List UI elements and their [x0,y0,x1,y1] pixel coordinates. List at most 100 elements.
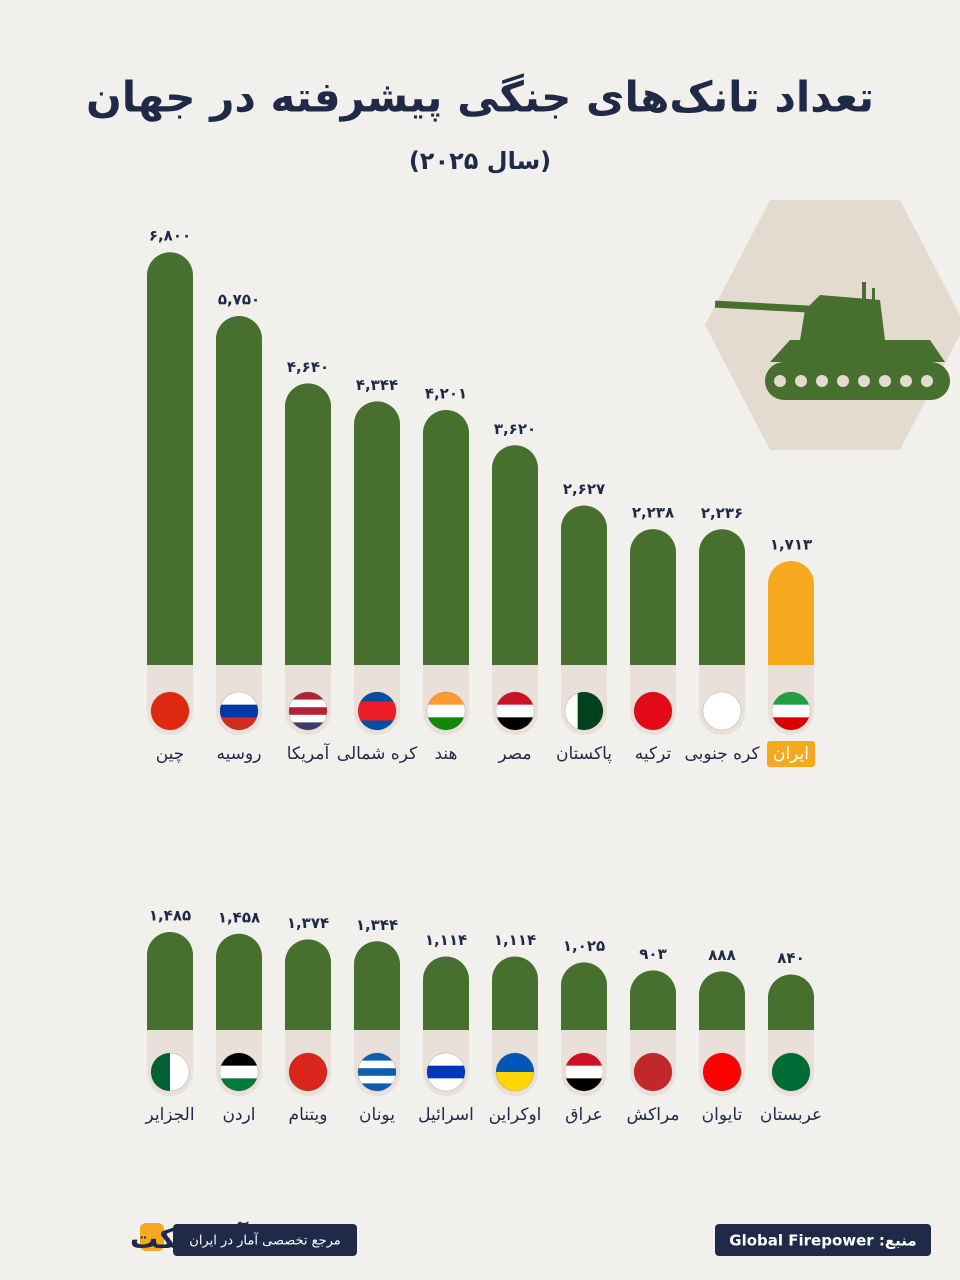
flag-band [289,714,327,723]
flag [357,691,397,731]
flag-rim [495,691,535,731]
flag [219,1052,259,1092]
value-label: ۱,۷۱۳ [770,536,812,554]
flag-band [772,704,810,718]
flag-rim [426,1052,466,1092]
category-label: یونان [359,1105,395,1125]
flag-band [358,1068,396,1077]
flag [288,1052,328,1092]
category-label: اوکراین [489,1105,542,1125]
flag [426,1052,466,1092]
flag-band [496,704,534,718]
flag [702,1052,742,1092]
flag-band [496,1072,534,1091]
bar [354,941,400,1053]
category-label: مصر [497,744,531,764]
value-label: ۱,۰۲۵ [563,937,605,955]
flag-band [170,1053,189,1091]
flag-rim [426,691,466,731]
subtitle: (سال ۲۰۲۵) [409,147,551,175]
flag-band [427,717,465,730]
flag [564,1052,604,1092]
bar [216,933,262,1053]
value-label: ۱,۴۸۵ [149,906,191,924]
flag-band [358,1075,396,1084]
tank-icon [705,200,960,450]
flag-band [496,1053,534,1073]
flag [288,691,328,731]
flag-band [772,1053,810,1091]
category-label: چین [156,744,185,764]
flag-band [358,720,396,730]
flag [495,691,535,731]
flag-band [703,1053,741,1091]
flag-rim [564,1052,604,1092]
bar [147,931,193,1053]
flag-band [427,1053,465,1067]
flag-band [427,704,465,718]
flag-band [220,704,258,718]
bar [699,529,745,688]
category-label: کره شمالی [337,744,418,764]
flag-band [565,1053,603,1067]
flag [771,691,811,731]
flag-rim [495,1052,535,1092]
flag-band [772,717,810,730]
value-label: ۴,۳۴۴ [356,376,398,394]
flag-rim [357,1052,397,1092]
category-label: عراق [565,1105,602,1125]
flag-band [496,692,534,706]
bar [147,252,193,689]
category-label: ایران [773,744,809,764]
category-label: روسیه [217,744,262,764]
bar [216,315,262,688]
value-label: ۳,۶۲۰ [494,420,536,438]
bar [561,505,607,688]
flag [150,1052,190,1092]
value-label: ۸۴۰ [777,949,804,967]
category-label: الجزایر [144,1105,194,1125]
value-label: ۴,۶۴۰ [287,358,329,376]
flag-band [565,692,579,730]
flag [564,691,604,731]
bar [630,529,676,688]
category-label: عربستان [760,1105,822,1125]
bar [492,445,538,688]
flag [633,1052,673,1092]
flag-band [358,711,396,721]
flag [495,1052,535,1092]
flag-band [427,1078,465,1091]
value-label: ۹۰۳ [639,945,666,963]
flag-band [151,1053,171,1091]
flag-rim [633,691,673,731]
flag-band [577,692,591,730]
category-label: اردن [223,1105,256,1125]
bar [768,561,814,688]
flag-band [358,701,396,712]
flag [219,691,259,731]
title: تعداد تانک‌های جنگی پیشرفته در جهان [86,73,874,123]
flag-rim [771,1052,811,1092]
flag-band [358,692,396,702]
flag [357,1052,397,1092]
flag-rim [150,691,190,731]
source: منبع: Global Firepower [729,1232,916,1250]
bar [423,409,469,688]
value-label: ۱,۱۱۴ [425,931,467,949]
category-label: ترکیه [635,744,672,764]
flag-rim [219,691,259,731]
bar [423,956,469,1053]
bar [285,939,331,1053]
value-label: ۲,۲۳۸ [632,504,674,522]
value-label: ۴,۲۰۱ [425,384,467,402]
value-label: ۵,۷۵۰ [218,290,260,308]
bar [492,956,538,1053]
flag-band [289,699,327,708]
flag-band [289,722,327,730]
flag [702,691,742,731]
bar [285,383,331,688]
flag-rim [771,691,811,731]
tagline-box [173,1224,357,1256]
